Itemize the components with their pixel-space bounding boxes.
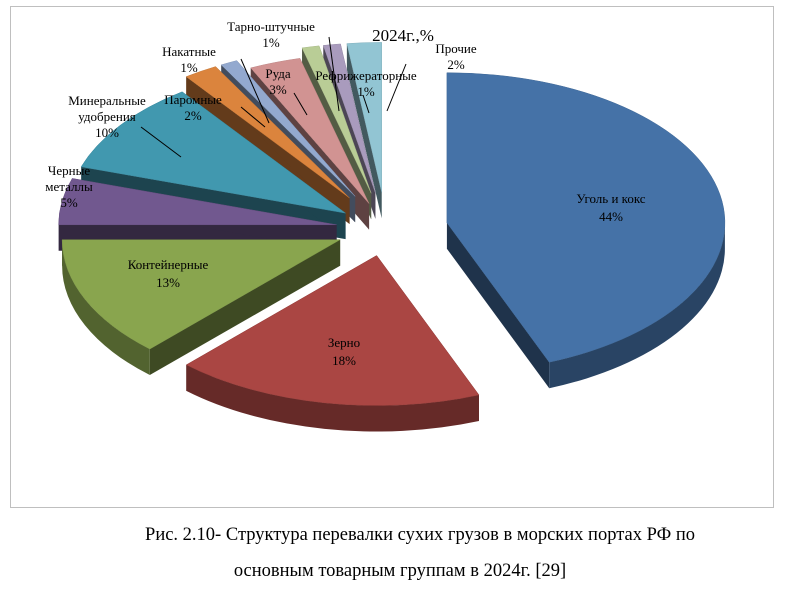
label-черные-металлы-value: 5% bbox=[60, 195, 78, 210]
slice-зерно bbox=[185, 255, 480, 406]
slice-прочие-side-start bbox=[346, 43, 382, 219]
label-уголь-и-кокс: Уголь и кокс bbox=[576, 191, 645, 206]
slice-рефрижераторные bbox=[322, 43, 376, 193]
slice-уголь-и-кокс bbox=[446, 72, 726, 363]
label-рефрижераторные-leader bbox=[362, 94, 370, 114]
label-контейнерные: Контейнерные bbox=[128, 257, 209, 272]
slice-контейнерные-side-start bbox=[149, 239, 341, 376]
pie-sides bbox=[58, 42, 726, 432]
label-черные-металлы-line-2: металлы bbox=[45, 179, 93, 194]
slice-контейнерные bbox=[61, 239, 342, 350]
label-накатные-leader bbox=[240, 58, 270, 124]
slice-черные-металлы bbox=[58, 178, 337, 226]
label-зерно: Зерно bbox=[328, 335, 360, 350]
label-паромные-leader bbox=[240, 106, 266, 128]
slice-уголь-и-кокс-side-end bbox=[446, 222, 550, 389]
label-тарно-штучные-leader bbox=[328, 36, 340, 112]
caption-line-2: основным товарным группам в 2024г. [29] bbox=[233, 561, 567, 581]
label-накатные-value: 1% bbox=[180, 60, 198, 75]
label-минеральные-удобрения-line-2: удобрения bbox=[78, 109, 136, 124]
figure-caption: Рис. 2.10- Структура перевалки сухих гру… bbox=[0, 517, 800, 589]
slice-тарно-штучные bbox=[301, 45, 372, 194]
caption-line-1: Рис. 2.10- Структура перевалки сухих гру… bbox=[145, 525, 695, 545]
label-прочие-line-1: Прочие bbox=[435, 41, 477, 56]
label-руда-line-1: Руда bbox=[265, 66, 291, 81]
label-накатные-line-1: Накатные bbox=[162, 44, 216, 59]
label-уголь-и-кокс-value: 44% bbox=[599, 209, 623, 224]
label-паромные-value: 2% bbox=[184, 108, 202, 123]
slice-паромные bbox=[185, 66, 350, 199]
label-прочие-leader bbox=[386, 63, 407, 112]
slice-контейнерные-rim bbox=[62, 239, 150, 376]
label-рефрижераторные-line-1: Рефрижераторные bbox=[315, 68, 417, 83]
label-руда-leader bbox=[293, 92, 308, 116]
chart-frame: Уголь и кокс 44% Зерно 18% Контейнерные 13% Че… bbox=[10, 6, 774, 508]
pie-chart: Уголь и кокс 44% Зерно 18% Контейнерные 13% Че… bbox=[45, 19, 726, 432]
label-паромные-line-1: Паромные bbox=[164, 92, 222, 107]
label-прочие-value: 2% bbox=[447, 57, 465, 72]
slice-руда bbox=[250, 58, 370, 204]
label-зерно-value: 18% bbox=[332, 353, 356, 368]
label-минеральные-удобрения-value: 10% bbox=[95, 125, 119, 140]
slice-минеральные-удобрения bbox=[80, 91, 346, 214]
slice-накатные bbox=[220, 60, 356, 197]
label-контейнерные-value: 13% bbox=[156, 275, 180, 290]
label-минеральные-удобрения-line-1: Минеральные bbox=[68, 93, 146, 108]
slice-прочие bbox=[346, 42, 382, 193]
label-руда-value: 3% bbox=[269, 82, 287, 97]
label-тарно-штучные-line-1: Тарно-штучные bbox=[227, 19, 315, 34]
label-тарно-штучные-value: 1% bbox=[262, 35, 280, 50]
label-минеральные-удобрения-leader bbox=[140, 126, 182, 158]
pie-labels: Уголь и кокс 44% Зерно 18% Контейнерные 13% Че… bbox=[45, 19, 646, 368]
label-черные-металлы-line-1: Черные bbox=[48, 163, 90, 178]
label-рефрижераторные-value: 1% bbox=[357, 84, 375, 99]
slice-зерно-rim bbox=[186, 364, 479, 432]
chart-title: 2024г.,% bbox=[372, 26, 434, 45]
slice-уголь-и-кокс-rim bbox=[549, 222, 725, 389]
